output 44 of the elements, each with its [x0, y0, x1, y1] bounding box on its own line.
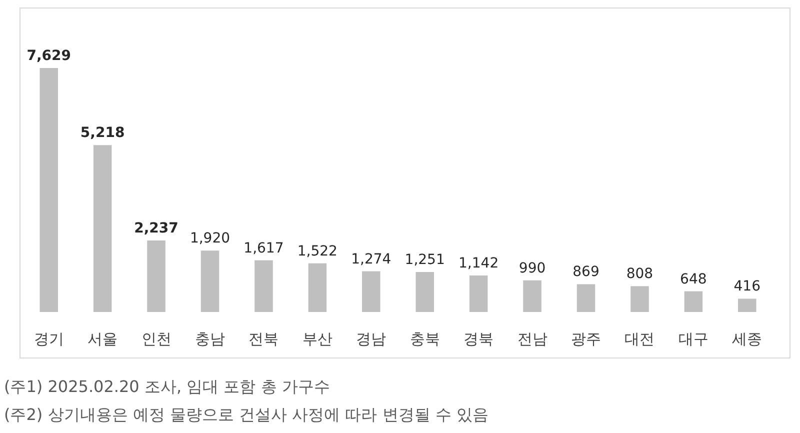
x-tick-label: 경북	[464, 330, 494, 348]
data-label: 7,629	[26, 48, 72, 64]
bar	[738, 298, 756, 312]
bar	[684, 291, 703, 312]
bar	[469, 275, 488, 312]
data-label: 1,251	[404, 252, 445, 268]
x-tick-label: 충북	[410, 330, 440, 348]
x-tick-label: 경남	[356, 330, 386, 348]
x-tick-label: 대구	[678, 330, 708, 348]
x-tick-label: 전북	[248, 330, 279, 348]
data-label: 5,218	[80, 125, 125, 142]
data-label: 1,522	[297, 243, 338, 260]
x-tick-label: 경기	[34, 330, 64, 348]
bar	[362, 271, 380, 312]
text: (주1) 2025.02.20 조사, 임대 포함 총 가구수	[4, 377, 330, 396]
bar	[147, 240, 166, 312]
bar	[523, 280, 542, 312]
text: (주2) 상기내용은 예정 물량으로 건설사 사정에 따라 변경될 수 있음	[4, 405, 488, 424]
data-label: 2,237	[134, 220, 178, 236]
bar	[40, 68, 58, 312]
data-label: 808	[626, 266, 654, 282]
data-label: 416	[734, 278, 761, 295]
x-tick-label: 대전	[624, 330, 655, 348]
data-label: 1,142	[458, 255, 499, 272]
bar	[254, 260, 273, 312]
x-tick-label: 인천	[141, 330, 172, 348]
bar	[308, 263, 327, 312]
x-tick-label: 광주	[571, 330, 601, 348]
x-tick-label: 부산	[302, 330, 332, 348]
bar	[576, 284, 596, 312]
data-label: 990	[518, 260, 546, 276]
data-label: 1,920	[190, 230, 230, 247]
bar	[93, 145, 112, 312]
bar	[630, 286, 649, 312]
data-label: 1,617	[244, 240, 284, 256]
x-tick-label: 전남	[517, 330, 548, 348]
data-label: 648	[680, 271, 707, 288]
x-tick-label: 서울	[88, 330, 118, 348]
x-tick-label: 충남	[195, 330, 225, 348]
bar	[200, 250, 220, 312]
bar	[416, 272, 434, 312]
data-label: 869	[572, 264, 600, 280]
data-label: 1,274	[351, 251, 392, 268]
x-tick-label: 세종	[732, 330, 762, 348]
